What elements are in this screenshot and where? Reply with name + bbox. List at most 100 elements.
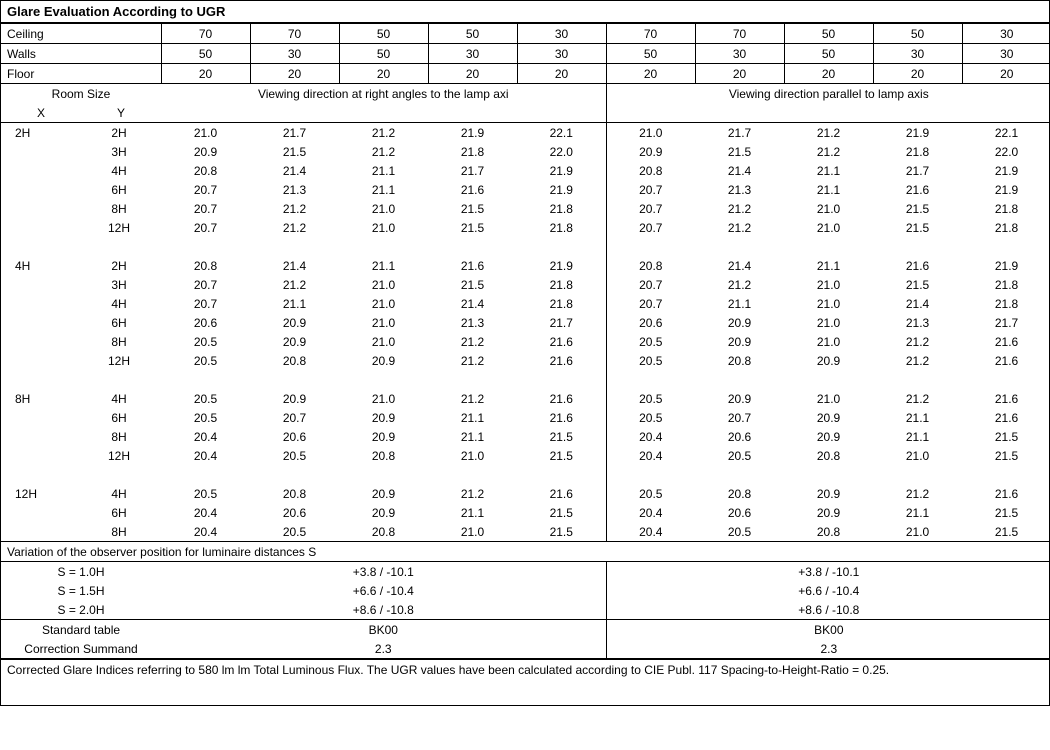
ugr-value: 20.9 <box>784 351 873 370</box>
variation-right: +8.6 / -10.8 <box>606 600 1050 620</box>
ugr-value: 21.6 <box>962 351 1050 370</box>
ugr-value: 21.5 <box>873 275 962 294</box>
ugr-value: 21.5 <box>962 503 1050 522</box>
reflectance-value: 50 <box>161 44 250 64</box>
room-y: 4H <box>81 294 161 313</box>
ugr-value: 20.4 <box>161 446 250 465</box>
ugr-value: 21.2 <box>695 218 784 237</box>
ugr-value: 20.5 <box>161 351 250 370</box>
ugr-value: 21.1 <box>784 161 873 180</box>
reflectance-value: 20 <box>873 64 962 84</box>
reflectance-label: Walls <box>1 44 161 64</box>
ugr-value: 20.8 <box>695 484 784 503</box>
ugr-value: 20.9 <box>161 142 250 161</box>
ugr-value: 22.1 <box>962 123 1050 143</box>
ugr-value: 20.7 <box>606 218 695 237</box>
ugr-value: 21.1 <box>428 503 517 522</box>
x-header: X <box>1 103 81 123</box>
ugr-value: 21.9 <box>517 161 606 180</box>
ugr-value: 21.0 <box>873 522 962 541</box>
ugr-value: 21.6 <box>962 408 1050 427</box>
ugr-value: 21.1 <box>784 180 873 199</box>
room-y: 8H <box>81 522 161 541</box>
ugr-value: 21.5 <box>517 446 606 465</box>
ugr-value: 21.9 <box>873 123 962 143</box>
ugr-value: 21.0 <box>339 218 428 237</box>
ugr-value: 21.6 <box>873 256 962 275</box>
reflectance-value: 50 <box>339 24 428 44</box>
ugr-value: 21.0 <box>339 199 428 218</box>
ugr-value: 21.1 <box>784 256 873 275</box>
room-y: 4H <box>81 389 161 408</box>
ugr-value: 21.1 <box>873 503 962 522</box>
ugr-value: 20.5 <box>606 484 695 503</box>
ugr-value: 21.8 <box>517 199 606 218</box>
ugr-value: 21.1 <box>339 180 428 199</box>
correction-label: Correction Summand <box>1 639 161 659</box>
reflectance-value: 20 <box>339 64 428 84</box>
ugr-value: 20.6 <box>695 503 784 522</box>
ugr-value: 21.2 <box>873 332 962 351</box>
ugr-value: 21.1 <box>873 427 962 446</box>
ugr-value: 21.0 <box>784 313 873 332</box>
ugr-value: 20.9 <box>339 503 428 522</box>
ugr-value: 21.2 <box>339 142 428 161</box>
room-x <box>1 180 81 199</box>
left-view-header: Viewing direction at right angles to the… <box>161 84 606 103</box>
page-title: Glare Evaluation According to UGR <box>1 1 1049 23</box>
ugr-value: 21.2 <box>873 351 962 370</box>
ugr-value: 21.3 <box>695 180 784 199</box>
ugr-value: 20.9 <box>250 313 339 332</box>
ugr-value: 20.7 <box>161 218 250 237</box>
ugr-value: 21.8 <box>428 142 517 161</box>
ugr-value: 21.2 <box>250 275 339 294</box>
reflectance-value: 20 <box>784 64 873 84</box>
ugr-value: 21.0 <box>784 218 873 237</box>
ugr-value: 21.8 <box>517 275 606 294</box>
ugr-value: 21.0 <box>428 446 517 465</box>
room-x <box>1 446 81 465</box>
ugr-value: 21.9 <box>517 180 606 199</box>
ugr-value: 21.7 <box>873 161 962 180</box>
ugr-value: 20.7 <box>606 180 695 199</box>
ugr-value: 21.2 <box>873 484 962 503</box>
reflectance-value: 30 <box>428 44 517 64</box>
variation-label: S = 1.0H <box>1 562 161 582</box>
ugr-value: 21.8 <box>962 218 1050 237</box>
ugr-value: 20.5 <box>606 408 695 427</box>
ugr-value: 21.7 <box>517 313 606 332</box>
room-y: 8H <box>81 332 161 351</box>
reflectance-value: 20 <box>606 64 695 84</box>
room-y: 6H <box>81 313 161 332</box>
ugr-value: 20.8 <box>339 522 428 541</box>
ugr-value: 20.5 <box>606 389 695 408</box>
ugr-value: 20.9 <box>250 332 339 351</box>
variation-left: +8.6 / -10.8 <box>161 600 606 620</box>
ugr-value: 20.6 <box>250 427 339 446</box>
variation-right: +3.8 / -10.1 <box>606 562 1050 582</box>
ugr-value: 21.5 <box>962 427 1050 446</box>
ugr-value: 20.8 <box>339 446 428 465</box>
ugr-value: 21.6 <box>962 332 1050 351</box>
ugr-value: 21.5 <box>428 275 517 294</box>
ugr-value: 20.4 <box>606 522 695 541</box>
ugr-value: 21.0 <box>784 275 873 294</box>
ugr-value: 21.2 <box>784 123 873 143</box>
ugr-value: 21.5 <box>428 218 517 237</box>
ugr-value: 21.8 <box>962 199 1050 218</box>
ugr-value: 20.4 <box>161 427 250 446</box>
ugr-value: 21.2 <box>339 123 428 143</box>
ugr-value: 21.3 <box>250 180 339 199</box>
ugr-value: 20.5 <box>606 351 695 370</box>
ugr-value: 21.8 <box>962 275 1050 294</box>
ugr-value: 21.3 <box>873 313 962 332</box>
ugr-value: 21.5 <box>962 522 1050 541</box>
ugr-value: 20.7 <box>161 294 250 313</box>
ugr-value: 21.8 <box>873 142 962 161</box>
reflectance-value: 30 <box>962 24 1050 44</box>
ugr-value: 20.4 <box>606 427 695 446</box>
variation-title: Variation of the observer position for l… <box>1 542 1050 562</box>
ugr-data-table: Room Size Viewing direction at right ang… <box>1 84 1050 541</box>
ugr-value: 20.8 <box>784 522 873 541</box>
ugr-value: 21.0 <box>606 123 695 143</box>
